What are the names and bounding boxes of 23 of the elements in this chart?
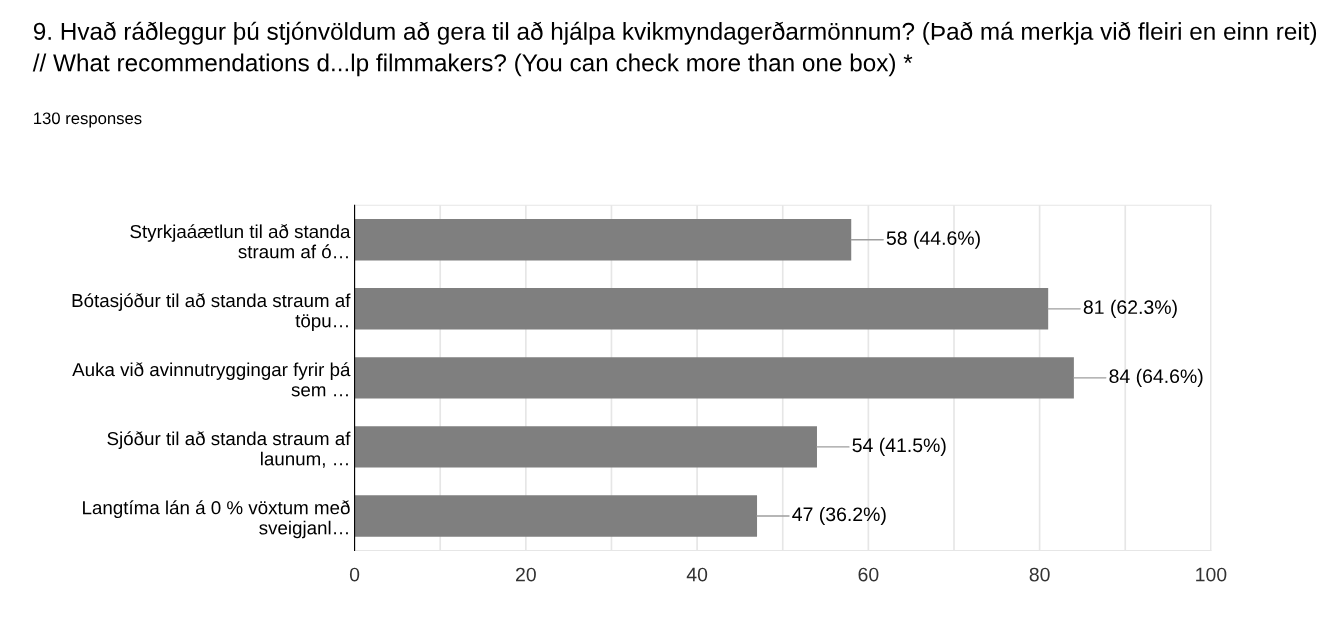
data-label: 58 (44.6%) bbox=[886, 230, 980, 249]
x-tick-label: 40 bbox=[686, 567, 708, 582]
y-tick-label: Auka við avinnutryggingar fyrir þá sem … bbox=[72, 362, 351, 397]
x-tick-label: 20 bbox=[516, 567, 536, 582]
y-tick-label: Styrkjaáætlun til að standa straum af ó… bbox=[130, 224, 351, 259]
bar bbox=[354, 426, 817, 468]
x-tick-label: 60 bbox=[858, 567, 879, 582]
data-label: 81 (62.3%) bbox=[1083, 299, 1177, 318]
bar bbox=[354, 288, 1049, 330]
data-label: 84 (64.6%) bbox=[1109, 368, 1203, 387]
y-tick-label: Bótasjóður til að standa straum af töpu… bbox=[72, 293, 351, 332]
x-tick-label: 100 bbox=[1196, 567, 1227, 582]
data-label: 47 (36.2%) bbox=[792, 506, 886, 525]
x-tick-label: 0 bbox=[349, 567, 360, 582]
bar bbox=[354, 219, 852, 261]
x-tick-label: 80 bbox=[1029, 567, 1050, 582]
text: 130 responses bbox=[34, 112, 142, 128]
data-label: 54 (41.5%) bbox=[852, 437, 946, 456]
y-tick-label: Sjóður til að standa straum af launum, … bbox=[107, 431, 351, 468]
y-tick-label: Langtíma lán á 0 % vöxtum með sveigjanl… bbox=[83, 500, 350, 539]
bar bbox=[354, 495, 758, 537]
bar bbox=[354, 357, 1074, 399]
chart-title: 9. Hvað ráðleggur þú stjónvöldum að gera til að hjálpa kvikmyndagerðarmönnum? (Það má merkja við fleiri en einn reit) // What recommendations d...lp filmmakers? (You can check more than one box) * bbox=[32, 21, 1317, 77]
